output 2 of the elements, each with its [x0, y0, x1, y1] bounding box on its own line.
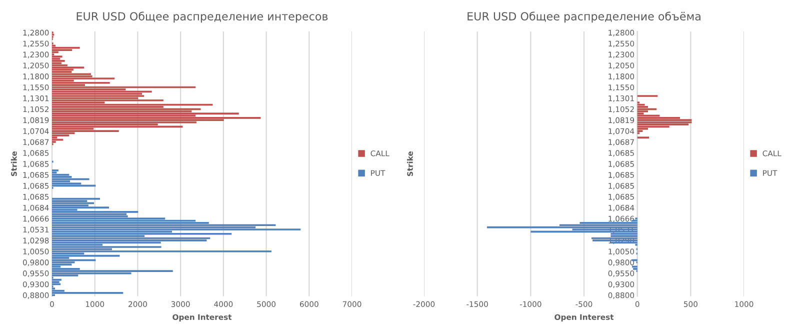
chart-title: EUR USD Общее распределение объёма — [468, 12, 700, 23]
chart-title: EUR USD Общее распределение интересов — [76, 12, 328, 23]
